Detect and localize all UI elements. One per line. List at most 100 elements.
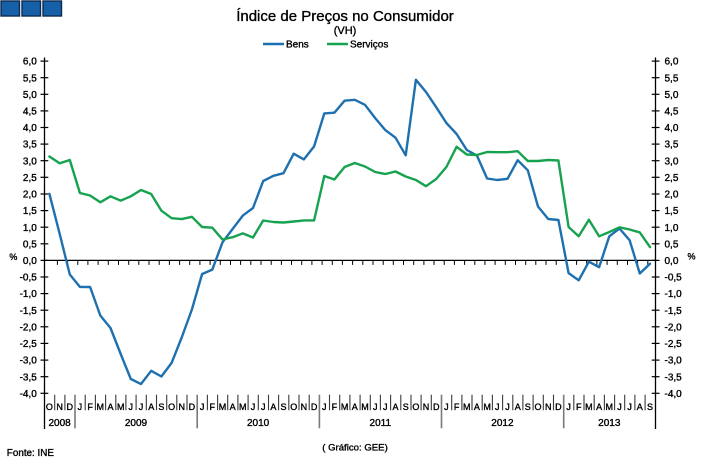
- svg-text:3,5: 3,5: [23, 140, 37, 151]
- svg-text:M: M: [606, 402, 614, 412]
- svg-text:2009: 2009: [125, 418, 148, 429]
- svg-text:N: N: [56, 402, 63, 412]
- svg-text:0,0: 0,0: [665, 256, 679, 267]
- svg-text:2013: 2013: [598, 418, 621, 429]
- svg-text:2011: 2011: [370, 418, 392, 429]
- svg-text:N: N: [178, 402, 185, 412]
- svg-text:A: A: [596, 402, 602, 412]
- svg-text:N: N: [545, 402, 552, 412]
- svg-text:3,0: 3,0: [23, 156, 37, 167]
- svg-text:2012: 2012: [491, 418, 514, 429]
- svg-text:A: A: [392, 402, 398, 412]
- svg-text:-2,5: -2,5: [20, 339, 38, 350]
- svg-text:-3,5: -3,5: [20, 372, 38, 383]
- svg-text:-1,5: -1,5: [20, 306, 38, 317]
- svg-text:1,0: 1,0: [665, 223, 679, 234]
- svg-text:0,5: 0,5: [23, 239, 37, 250]
- svg-text:2010: 2010: [247, 418, 270, 429]
- svg-text:-4,0: -4,0: [20, 389, 38, 400]
- svg-text:2,0: 2,0: [665, 190, 679, 201]
- svg-text:M: M: [239, 402, 247, 412]
- svg-text:A: A: [230, 402, 236, 412]
- svg-text:2008: 2008: [48, 418, 71, 429]
- svg-text:M: M: [463, 402, 471, 412]
- svg-text:-3,0: -3,0: [20, 356, 38, 367]
- svg-text:-1,0: -1,0: [665, 289, 683, 300]
- svg-text:O: O: [534, 402, 541, 412]
- svg-text:J: J: [444, 402, 449, 412]
- svg-text:S: S: [158, 402, 164, 412]
- svg-text:-1,5: -1,5: [665, 306, 683, 317]
- svg-text:M: M: [219, 402, 227, 412]
- svg-text:M: M: [341, 402, 349, 412]
- svg-text:D: D: [311, 402, 318, 412]
- svg-text:3,5: 3,5: [665, 140, 679, 151]
- svg-text:J: J: [566, 402, 571, 412]
- svg-text:J: J: [78, 402, 83, 412]
- svg-text:-3,0: -3,0: [665, 356, 683, 367]
- svg-text:S: S: [403, 402, 409, 412]
- svg-text:Bens: Bens: [286, 40, 309, 51]
- svg-text:J: J: [373, 402, 378, 412]
- svg-text:S: S: [525, 402, 531, 412]
- svg-text:%: %: [687, 252, 695, 262]
- svg-text:Índice de Preços no Consumidor: Índice de Preços no Consumidor: [236, 8, 454, 25]
- svg-text:-2,5: -2,5: [665, 339, 683, 350]
- svg-text:A: A: [352, 402, 358, 412]
- svg-text:J: J: [505, 402, 510, 412]
- svg-text:O: O: [412, 402, 419, 412]
- svg-text:F: F: [576, 402, 582, 412]
- svg-text:-0,5: -0,5: [665, 273, 683, 284]
- svg-text:M: M: [97, 402, 105, 412]
- svg-text:N: N: [423, 402, 430, 412]
- svg-text:3,0: 3,0: [665, 156, 679, 167]
- svg-text:J: J: [261, 402, 266, 412]
- svg-text:O: O: [290, 402, 297, 412]
- svg-text:6,0: 6,0: [23, 57, 37, 68]
- svg-text:1,5: 1,5: [665, 206, 679, 217]
- svg-text:O: O: [168, 402, 175, 412]
- svg-text:5,0: 5,0: [665, 90, 679, 101]
- svg-text:( Gráfico: GEE): ( Gráfico: GEE): [322, 442, 388, 453]
- svg-text:1,0: 1,0: [23, 223, 37, 234]
- svg-text:5,5: 5,5: [23, 73, 37, 84]
- svg-text:2,0: 2,0: [23, 190, 37, 201]
- svg-text:F: F: [454, 402, 460, 412]
- svg-text:A: A: [474, 402, 480, 412]
- svg-text:4,5: 4,5: [665, 107, 679, 118]
- svg-text:Serviços: Serviços: [350, 40, 388, 51]
- svg-text:-1,0: -1,0: [20, 289, 38, 300]
- svg-text:D: D: [189, 402, 196, 412]
- svg-text:-2,0: -2,0: [665, 322, 683, 333]
- svg-text:F: F: [87, 402, 93, 412]
- svg-text:A: A: [270, 402, 276, 412]
- svg-text:D: D: [67, 402, 74, 412]
- svg-text:2,5: 2,5: [665, 173, 679, 184]
- svg-text:-0,5: -0,5: [20, 273, 38, 284]
- svg-text:J: J: [322, 402, 327, 412]
- svg-text:N: N: [301, 402, 308, 412]
- svg-text:A: A: [148, 402, 154, 412]
- svg-text:Fonte: INE: Fonte: INE: [7, 448, 55, 459]
- svg-text:5,5: 5,5: [665, 73, 679, 84]
- svg-text:M: M: [483, 402, 491, 412]
- svg-text:%: %: [9, 252, 17, 262]
- svg-text:A: A: [515, 402, 521, 412]
- svg-text:-3,5: -3,5: [665, 372, 683, 383]
- svg-text:J: J: [617, 402, 622, 412]
- svg-text:A: A: [637, 402, 643, 412]
- svg-text:2,5: 2,5: [23, 173, 37, 184]
- svg-text:1,5: 1,5: [23, 206, 37, 217]
- svg-text:F: F: [210, 402, 216, 412]
- svg-text:D: D: [555, 402, 562, 412]
- svg-text:J: J: [627, 402, 632, 412]
- svg-text:-2,0: -2,0: [20, 322, 38, 333]
- svg-text:J: J: [129, 402, 134, 412]
- svg-text:M: M: [117, 402, 125, 412]
- svg-text:J: J: [383, 402, 388, 412]
- svg-text:(VH): (VH): [334, 25, 357, 37]
- svg-text:4,0: 4,0: [665, 123, 679, 134]
- svg-text:4,0: 4,0: [23, 123, 37, 134]
- svg-text:5,0: 5,0: [23, 90, 37, 101]
- svg-text:J: J: [251, 402, 256, 412]
